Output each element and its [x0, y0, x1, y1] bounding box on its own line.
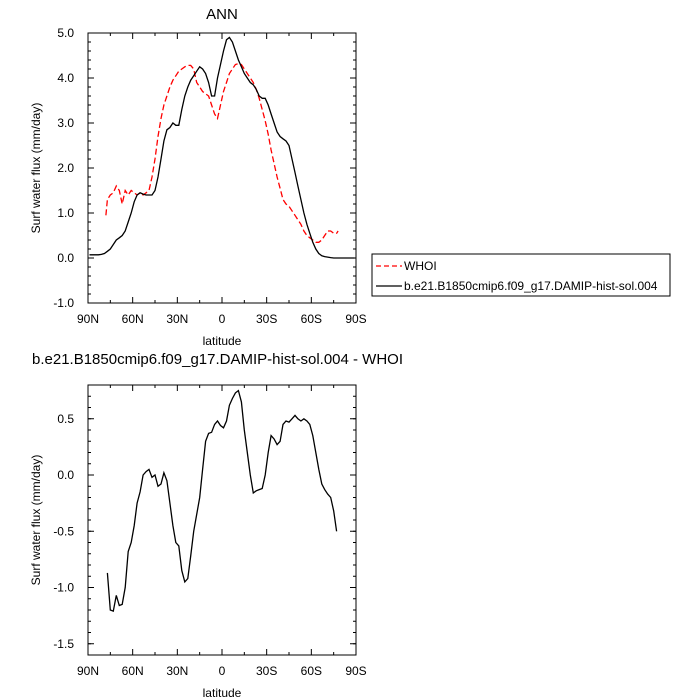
bottom-y-tick-label: -0.5 [53, 524, 74, 538]
bottom-y-tick-label: -1.5 [53, 637, 74, 651]
bottom-chart-title: b.e21.B1850cmip6.f09_g17.DAMIP-hist-sol.… [32, 351, 403, 368]
bottom-series-line-0 [106, 389, 338, 612]
bottom-y-tick-label: 0.5 [57, 412, 74, 426]
bottom-x-tick-label: 60N [122, 664, 144, 678]
bottom-chart-panel: b.e21.B1850cmip6.f09_g17.DAMIP-hist-sol.… [29, 351, 403, 700]
top-y-tick-label: 2.0 [57, 161, 74, 175]
top-x-tick-label: 30N [166, 312, 188, 326]
top-chart-panel: ANN latitude Surf water flux (mm/day) 90… [29, 6, 367, 348]
bottom-y-tick-label: -1.0 [53, 581, 74, 595]
top-chart-title: ANN [206, 6, 238, 23]
top-x-axis-label: latitude [203, 334, 242, 348]
bottom-x-tick-label: 90S [345, 664, 366, 678]
top-x-tick-label: 90S [345, 312, 366, 326]
legend-label-whoi: WHOI [404, 259, 437, 273]
top-x-tick-label: 30S [256, 312, 277, 326]
top-y-tick-label: 1.0 [57, 206, 74, 220]
top-y-tick-label: 0.0 [57, 251, 74, 265]
top-series-line-0 [105, 62, 339, 243]
top-x-tick-label: 0 [219, 312, 226, 326]
bottom-y-axis-label: Surf water flux (mm/day) [29, 455, 43, 586]
top-y-tick-label: -1.0 [53, 296, 74, 310]
top-x-tick-label: 60N [122, 312, 144, 326]
top-series-line-1 [89, 36, 355, 259]
bottom-x-axis-label: latitude [203, 686, 242, 700]
top-x-tick-label: 90N [77, 312, 99, 326]
top-y-axis-label: Surf water flux (mm/day) [29, 103, 43, 234]
bottom-x-tick-label: 90N [77, 664, 99, 678]
legend-label-model: b.e21.B1850cmip6.f09_g17.DAMIP-hist-sol.… [404, 279, 658, 293]
top-y-tick-label: 5.0 [57, 26, 74, 40]
bottom-x-tick-label: 60S [301, 664, 322, 678]
bottom-plot-frame [87, 384, 357, 656]
top-y-tick-label: 3.0 [57, 116, 74, 130]
top-x-tick-label: 60S [301, 312, 322, 326]
legend: WHOI b.e21.B1850cmip6.f09_g17.DAMIP-hist… [371, 253, 671, 297]
bottom-x-tick-label: 30S [256, 664, 277, 678]
top-plot-frame [87, 32, 357, 304]
bottom-x-tick-label: 30N [166, 664, 188, 678]
legend-box [371, 253, 671, 297]
bottom-y-tick-label: 0.0 [57, 468, 74, 482]
bottom-x-tick-label: 0 [219, 664, 226, 678]
top-y-tick-label: 4.0 [57, 71, 74, 85]
